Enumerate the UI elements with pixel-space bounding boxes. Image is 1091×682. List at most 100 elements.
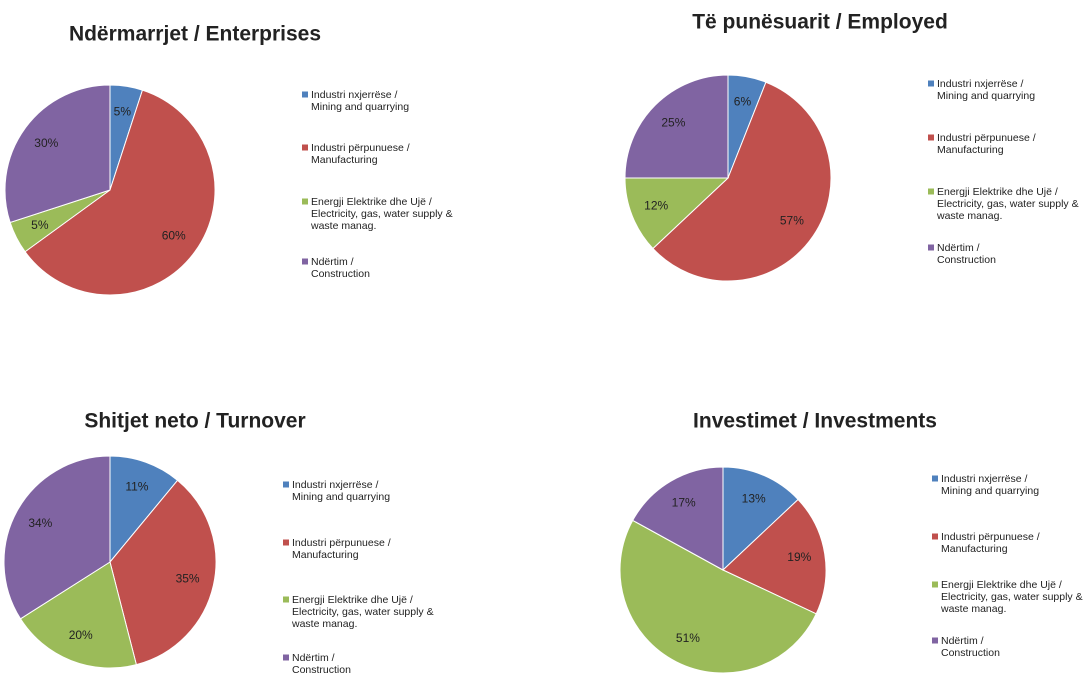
pie-slice — [722, 498, 827, 615]
legend-line: Mining and quarrying — [311, 101, 409, 113]
legend-line: waste manag. — [940, 603, 1006, 615]
legend-line: Industri nxjerrëse / — [311, 89, 397, 101]
legend-line: Construction — [311, 268, 370, 280]
legend-swatch — [302, 91, 308, 98]
data-label: 30% — [34, 136, 58, 150]
legend-swatch — [932, 581, 938, 588]
data-label: 35% — [176, 572, 200, 586]
legend-line: Ndërtim / — [311, 256, 354, 268]
data-label: 6% — [734, 94, 752, 108]
data-label: 57% — [780, 214, 804, 228]
legend-line: Energji Elektrike dhe Ujë / — [937, 186, 1058, 198]
legend-entry: Energji Elektrike dhe Ujë / Electricity, … — [310, 196, 453, 232]
pie-slice — [624, 177, 730, 250]
pie-slice — [3, 455, 111, 620]
legend-line: Industri përpunuese / — [941, 531, 1040, 543]
legend-swatch — [283, 596, 289, 603]
legend-line: waste manag. — [936, 210, 1002, 222]
legend-swatch — [928, 134, 934, 141]
legend-swatch — [932, 475, 938, 482]
data-label: 5% — [114, 104, 132, 118]
legend-line: Ndërtim / — [937, 242, 980, 254]
legend-line: Construction — [292, 664, 351, 676]
legend-entry: Industri nxjerrëse / Mining and quarrying — [937, 78, 1035, 102]
legend-swatch — [928, 244, 934, 251]
legend-line: Mining and quarrying — [292, 491, 390, 503]
pie-slice — [624, 74, 729, 179]
legend-line: Electricity, gas, water supply & — [941, 591, 1083, 603]
legend-line: Energji Elektrike dhe Ujë / — [941, 579, 1062, 591]
data-label: 11% — [125, 479, 148, 493]
pie-slice — [722, 466, 799, 572]
legend-swatch — [932, 637, 938, 644]
data-label: 25% — [661, 116, 685, 130]
pie-chart: Shitjet neto / Turnover 11% Industri nxjer… — [3, 410, 434, 676]
pie-slice — [109, 455, 179, 564]
data-label: 13% — [742, 491, 766, 505]
legend-entry: Industri përpunuese / Manufacturing — [937, 132, 1036, 156]
pie-slice — [4, 84, 111, 224]
legend-line: waste manag. — [291, 618, 357, 630]
legend-line: Manufacturing — [292, 549, 359, 561]
legend-entry: Energji Elektrike dhe Ujë / Electricity, … — [940, 579, 1083, 615]
data-label: 34% — [28, 516, 52, 530]
pie-slice — [652, 81, 832, 282]
legend-line: Mining and quarrying — [941, 485, 1039, 497]
legend-swatch — [302, 258, 308, 265]
data-label: 5% — [31, 218, 49, 232]
chart-title: Shitjet neto / Turnover — [84, 410, 305, 433]
pie-slice — [24, 89, 216, 296]
legend-swatch — [932, 533, 938, 540]
pie-chart: Ndërmarrjet / Enterprises 5% Industri nxje… — [4, 23, 453, 296]
legend-line: Energji Elektrike dhe Ujë / — [311, 196, 432, 208]
data-label: 17% — [672, 496, 696, 510]
legend-line: Industri përpunuese / — [311, 142, 410, 154]
legend-line: Ndërtim / — [292, 652, 335, 664]
legend-swatch — [283, 539, 289, 546]
legend-swatch — [302, 144, 308, 151]
data-label: 51% — [676, 631, 700, 645]
legend-swatch — [283, 654, 289, 661]
pie-chart: Investimet / Investments 13% Industri nxje… — [619, 410, 1083, 674]
legend-line: Manufacturing — [937, 144, 1004, 156]
pie-slice — [109, 479, 217, 666]
legend-line: Construction — [941, 647, 1000, 659]
legend-line: Ndërtim / — [941, 635, 984, 647]
legend-entry: Industri përpunuese / Manufacturing — [292, 537, 391, 561]
legend-entry: Ndërtim / Construction — [311, 256, 370, 280]
legend-line: Industri përpunuese / — [937, 132, 1036, 144]
legend-line: Manufacturing — [311, 154, 378, 166]
legend-line: Electricity, gas, water supply & — [292, 606, 434, 618]
legend-entry: Industri nxjerrëse / Mining and quarrying — [292, 479, 390, 503]
legend-entry: Industri nxjerrëse / Mining and quarrying — [941, 473, 1039, 497]
legend-swatch — [928, 80, 934, 87]
pie-slice — [632, 466, 724, 571]
legend-line: Industri nxjerrëse / — [292, 479, 378, 491]
legend-entry: Energji Elektrike dhe Ujë / Electricity, … — [936, 186, 1079, 222]
legend-entry: Industri përpunuese / Manufacturing — [941, 531, 1040, 555]
legend-line: Electricity, gas, water supply & — [937, 198, 1079, 210]
pie-slice — [19, 561, 137, 669]
pie-slice — [619, 519, 817, 674]
legend-entry: Industri nxjerrëse / Mining and quarrying — [311, 89, 409, 113]
legend-entry: Ndërtim / Construction — [941, 635, 1000, 659]
legend-line: Industri nxjerrëse / — [937, 78, 1023, 90]
legend-line: waste manag. — [310, 220, 376, 232]
legend-swatch — [302, 198, 308, 205]
chart-title: Investimet / Investments — [693, 410, 937, 433]
data-label: 20% — [69, 628, 93, 642]
legend-entry: Industri përpunuese / Manufacturing — [311, 142, 410, 166]
legend-line: Construction — [937, 254, 996, 266]
legend-swatch — [283, 481, 289, 488]
legend-line: Industri nxjerrëse / — [941, 473, 1027, 485]
chart-title: Ndërmarrjet / Enterprises — [69, 23, 321, 46]
legend-line: Manufacturing — [941, 543, 1008, 555]
legend-entry: Ndërtim / Construction — [292, 652, 351, 676]
legend-swatch — [928, 188, 934, 195]
legend-line: Mining and quarrying — [937, 90, 1035, 102]
data-label: 12% — [644, 199, 668, 213]
legend-line: Energji Elektrike dhe Ujë / — [292, 594, 413, 606]
legend-entry: Ndërtim / Construction — [937, 242, 996, 266]
legend-line: Industri përpunuese / — [292, 537, 391, 549]
